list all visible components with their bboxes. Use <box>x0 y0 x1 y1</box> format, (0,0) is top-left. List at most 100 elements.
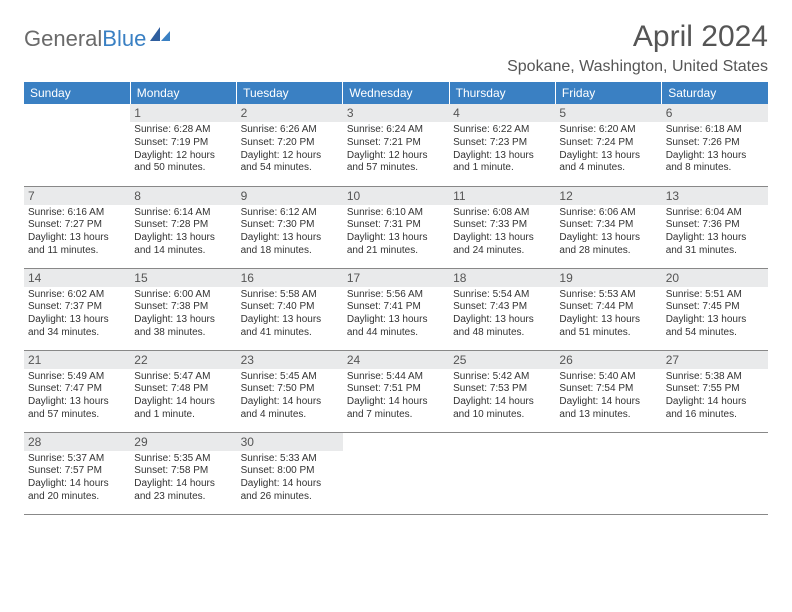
day-number: 4 <box>449 104 555 122</box>
day-number: 8 <box>130 187 236 205</box>
weekday-header: Tuesday <box>237 82 343 104</box>
day-number: 20 <box>662 269 768 287</box>
sunrise-text: Sunrise: 6:14 AM <box>134 207 232 220</box>
day-info: Sunrise: 6:18 AMSunset: 7:26 PMDaylight:… <box>666 124 764 175</box>
day-info: Sunrise: 5:40 AMSunset: 7:54 PMDaylight:… <box>559 371 657 422</box>
day-number: 21 <box>24 351 130 369</box>
daylight-text: Daylight: 13 hours and 8 minutes. <box>666 150 764 176</box>
sunrise-text: Sunrise: 5:54 AM <box>453 289 551 302</box>
sunrise-text: Sunrise: 6:26 AM <box>241 124 339 137</box>
day-number: 15 <box>130 269 236 287</box>
daylight-text: Daylight: 13 hours and 24 minutes. <box>453 232 551 258</box>
day-info: Sunrise: 6:16 AMSunset: 7:27 PMDaylight:… <box>28 207 126 258</box>
logo-part2: Blue <box>102 26 146 51</box>
daylight-text: Daylight: 14 hours and 20 minutes. <box>28 478 126 504</box>
sunrise-text: Sunrise: 6:02 AM <box>28 289 126 302</box>
sunrise-text: Sunrise: 6:12 AM <box>241 207 339 220</box>
weekday-header: Friday <box>555 82 661 104</box>
day-number: 29 <box>130 433 236 451</box>
calendar-day-cell <box>343 432 449 514</box>
day-info: Sunrise: 6:14 AMSunset: 7:28 PMDaylight:… <box>134 207 232 258</box>
sunrise-text: Sunrise: 6:28 AM <box>134 124 232 137</box>
calendar-day-cell: 13 Sunrise: 6:04 AMSunset: 7:36 PMDayligh… <box>662 186 768 268</box>
location-text: Spokane, Washington, United States <box>507 58 768 76</box>
calendar-day-cell: 30Sunrise: 5:33 AMSunset: 8:00 PMDayligh… <box>237 432 343 514</box>
calendar-day-cell <box>449 432 555 514</box>
sunrise-text: Sunrise: 5:58 AM <box>241 289 339 302</box>
sunrise-text: Sunrise: 5:51 AM <box>666 289 764 302</box>
daylight-text: Daylight: 12 hours and 50 minutes. <box>134 150 232 176</box>
calendar-day-cell: 28 Sunrise: 5:37 AMSunset: 7:57 PMDayligh… <box>24 432 130 514</box>
calendar-day-cell: 16Sunrise: 5:58 AMSunset: 7:40 PMDayligh… <box>237 268 343 350</box>
sunset-text: Sunset: 7:57 PM <box>28 465 126 478</box>
sunset-text: Sunset: 7:34 PM <box>559 219 657 232</box>
sunset-text: Sunset: 7:40 PM <box>241 301 339 314</box>
day-info: Sunrise: 6:24 AMSunset: 7:21 PMDaylight:… <box>347 124 445 175</box>
daylight-text: Daylight: 13 hours and 51 minutes. <box>559 314 657 340</box>
day-info: Sunrise: 6:06 AMSunset: 7:34 PMDaylight:… <box>559 207 657 258</box>
sunset-text: Sunset: 7:58 PM <box>134 465 232 478</box>
sunrise-text: Sunrise: 5:45 AM <box>241 371 339 384</box>
sunset-text: Sunset: 7:50 PM <box>241 383 339 396</box>
calendar-day-cell: 15 Sunrise: 6:00 AMSunset: 7:38 PMDayligh… <box>130 268 236 350</box>
daylight-text: Daylight: 13 hours and 11 minutes. <box>28 232 126 258</box>
day-info: Sunrise: 6:10 AMSunset: 7:31 PMDaylight:… <box>347 207 445 258</box>
day-info: Sunrise: 5:51 AMSunset: 7:45 PMDaylight:… <box>666 289 764 340</box>
logo: GeneralBlue <box>24 20 170 52</box>
calendar-day-cell: 1Sunrise: 6:28 AMSunset: 7:19 PMDaylight… <box>130 104 236 186</box>
header: GeneralBlue April 2024 Spokane, Washingt… <box>24 20 768 76</box>
day-info: Sunrise: 5:56 AMSunset: 7:41 PMDaylight:… <box>347 289 445 340</box>
day-info: Sunrise: 5:35 AMSunset: 7:58 PMDaylight:… <box>134 453 232 504</box>
day-number: 5 <box>555 104 661 122</box>
daylight-text: Daylight: 12 hours and 57 minutes. <box>347 150 445 176</box>
calendar-day-cell: 18Sunrise: 5:54 AMSunset: 7:43 PMDayligh… <box>449 268 555 350</box>
calendar-day-cell <box>662 432 768 514</box>
day-number: 6 <box>662 104 768 122</box>
day-number: 9 <box>237 187 343 205</box>
sunset-text: Sunset: 7:20 PM <box>241 137 339 150</box>
calendar-day-cell: 6 Sunrise: 6:18 AMSunset: 7:26 PMDaylight… <box>662 104 768 186</box>
sunrise-text: Sunrise: 6:00 AM <box>134 289 232 302</box>
daylight-text: Daylight: 13 hours and 44 minutes. <box>347 314 445 340</box>
sunrise-text: Sunrise: 5:40 AM <box>559 371 657 384</box>
day-number: 28 <box>24 433 130 451</box>
calendar-week-row: 1Sunrise: 6:28 AMSunset: 7:19 PMDaylight… <box>24 104 768 186</box>
sunset-text: Sunset: 7:54 PM <box>559 383 657 396</box>
calendar-day-cell: 5Sunrise: 6:20 AMSunset: 7:24 PMDaylight… <box>555 104 661 186</box>
calendar-day-cell: 26Sunrise: 5:40 AMSunset: 7:54 PMDayligh… <box>555 350 661 432</box>
day-info: Sunrise: 6:00 AMSunset: 7:38 PMDaylight:… <box>134 289 232 340</box>
sunrise-text: Sunrise: 6:22 AM <box>453 124 551 137</box>
calendar-day-cell: 11Sunrise: 6:08 AMSunset: 7:33 PMDayligh… <box>449 186 555 268</box>
daylight-text: Daylight: 12 hours and 54 minutes. <box>241 150 339 176</box>
calendar-day-cell: 22Sunrise: 5:47 AMSunset: 7:48 PMDayligh… <box>130 350 236 432</box>
day-number: 13 <box>662 187 768 205</box>
day-number: 25 <box>449 351 555 369</box>
daylight-text: Daylight: 13 hours and 38 minutes. <box>134 314 232 340</box>
weekday-header: Saturday <box>662 82 768 104</box>
day-info: Sunrise: 6:04 AMSunset: 7:36 PMDaylight:… <box>666 207 764 258</box>
day-info: Sunrise: 5:54 AMSunset: 7:43 PMDaylight:… <box>453 289 551 340</box>
sunrise-text: Sunrise: 5:49 AM <box>28 371 126 384</box>
daylight-text: Daylight: 14 hours and 10 minutes. <box>453 396 551 422</box>
daylight-text: Daylight: 13 hours and 54 minutes. <box>666 314 764 340</box>
day-number: 12 <box>555 187 661 205</box>
day-info: Sunrise: 5:47 AMSunset: 7:48 PMDaylight:… <box>134 371 232 422</box>
sunset-text: Sunset: 7:30 PM <box>241 219 339 232</box>
sunset-text: Sunset: 7:48 PM <box>134 383 232 396</box>
sunset-text: Sunset: 7:45 PM <box>666 301 764 314</box>
daylight-text: Daylight: 13 hours and 28 minutes. <box>559 232 657 258</box>
sunset-text: Sunset: 7:55 PM <box>666 383 764 396</box>
day-info: Sunrise: 5:33 AMSunset: 8:00 PMDaylight:… <box>241 453 339 504</box>
calendar-day-cell: 20 Sunrise: 5:51 AMSunset: 7:45 PMDayligh… <box>662 268 768 350</box>
daylight-text: Daylight: 13 hours and 34 minutes. <box>28 314 126 340</box>
calendar-day-cell: 4Sunrise: 6:22 AMSunset: 7:23 PMDaylight… <box>449 104 555 186</box>
sunset-text: Sunset: 7:31 PM <box>347 219 445 232</box>
calendar-day-cell: 24Sunrise: 5:44 AMSunset: 7:51 PMDayligh… <box>343 350 449 432</box>
sunset-text: Sunset: 7:28 PM <box>134 219 232 232</box>
sunset-text: Sunset: 7:36 PM <box>666 219 764 232</box>
day-info: Sunrise: 5:37 AMSunset: 7:57 PMDaylight:… <box>28 453 126 504</box>
sunset-text: Sunset: 7:41 PM <box>347 301 445 314</box>
calendar-day-cell: 7Sunrise: 6:16 AMSunset: 7:27 PMDaylight… <box>24 186 130 268</box>
day-number: 17 <box>343 269 449 287</box>
sunset-text: Sunset: 7:24 PM <box>559 137 657 150</box>
